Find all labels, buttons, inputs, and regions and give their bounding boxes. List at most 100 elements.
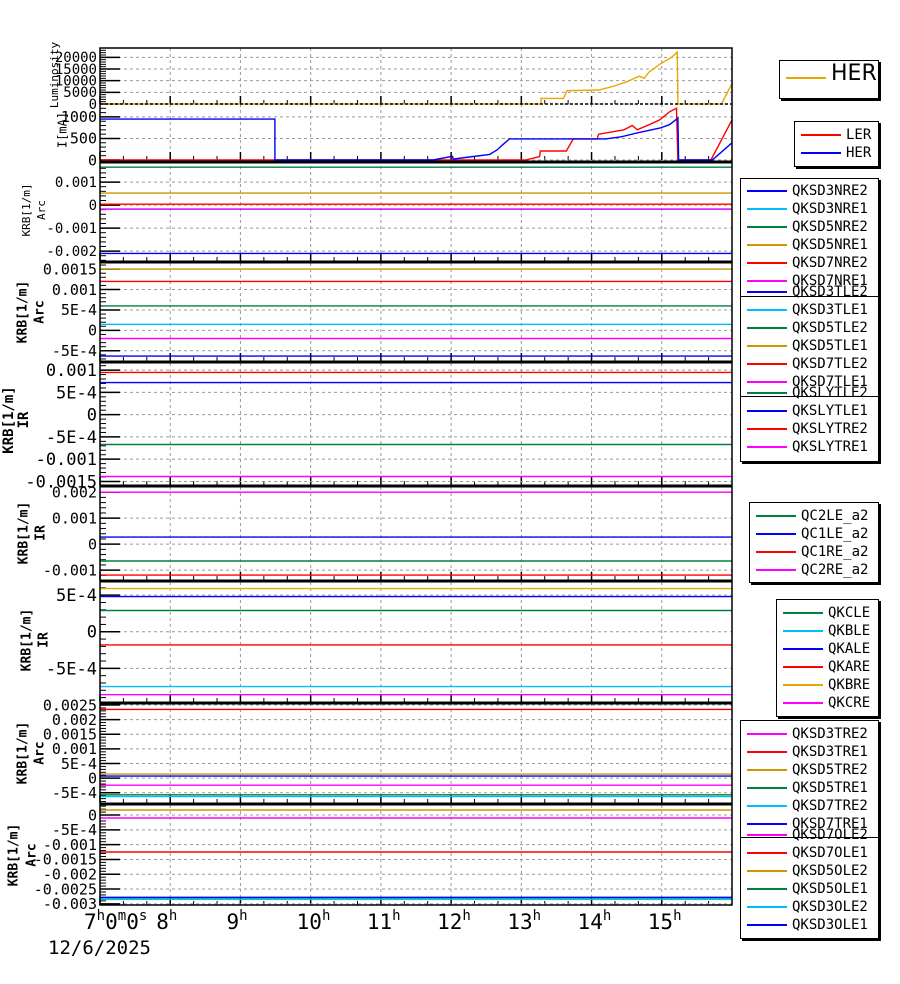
y-tick-label: 0 — [88, 151, 97, 169]
legend-label: QKSLYTRE2 — [792, 421, 868, 437]
legend-panel-8: QKSD3TRE2 QKSD3TRE1 QKSD5TRE2 QKSD5TRE1 QKSD… — [740, 720, 879, 838]
legend-label: QKALE — [828, 641, 871, 657]
legend-label: QKSD5NRE1 — [792, 237, 868, 253]
y-axis-label: I[mA] — [56, 112, 70, 148]
legend-panel-3: QKSD3NRE2 QKSD3NRE1 QKSD5NRE2 QKSD5NRE1 QKSD… — [740, 178, 879, 297]
legend-label: QKCRE — [828, 695, 871, 711]
y-tick-label: 15000 — [55, 62, 97, 78]
y-tick-label: -0.002 — [43, 865, 97, 883]
legend-swatch — [747, 327, 787, 329]
legend-label: QKSD5TRE2 — [792, 762, 868, 778]
x-tick-label: 7h0m0s — [84, 908, 148, 934]
y-tick-label: 0.001 — [52, 740, 97, 758]
x-tick-label: 14h — [577, 908, 612, 934]
y-tick-label: 5E-4 — [56, 383, 97, 403]
y-tick-label: 0.0025 — [43, 696, 97, 714]
y-tick-label: 0.001 — [52, 509, 97, 527]
y-axis-label: Arc — [32, 300, 47, 323]
y-tick-label: -5E-4 — [46, 428, 97, 448]
y-tick-label: -0.003 — [43, 895, 97, 913]
legend-swatch — [747, 733, 787, 735]
legend-label: QKSD7OLE1 — [792, 845, 868, 861]
legend-label: QKSD5TRE1 — [792, 780, 868, 796]
y-tick-label: 0 — [87, 623, 97, 643]
legend-label: QKSD7TLE2 — [792, 356, 868, 372]
x-tick-label: 15h — [647, 908, 682, 934]
y-tick-label: 500 — [70, 130, 97, 148]
x-tick-label: 12h — [437, 908, 471, 934]
y-tick-label: 0 — [88, 322, 97, 340]
legend-swatch — [747, 751, 787, 753]
y-tick-label: 10000 — [55, 74, 97, 90]
legend-label: QKSD3TLE1 — [792, 302, 868, 318]
x-tick-label: 13h — [507, 908, 542, 934]
legend-swatch — [756, 551, 796, 553]
legend-label: QKSLYTRE1 — [792, 439, 868, 455]
legend-swatch — [747, 345, 787, 347]
legend-label: QKSD7TRE1 — [792, 816, 868, 832]
legend-swatch — [747, 226, 787, 228]
y-axis-label: IR — [33, 525, 48, 541]
legend-label: QKSD7OLE2 — [792, 827, 868, 843]
legend-swatch — [747, 823, 787, 825]
y-axis-label: KRB[1/m] — [15, 722, 30, 785]
legend-swatch — [747, 428, 787, 430]
y-tick-label: 0.0015 — [43, 260, 97, 278]
legend-label: QKSD7TRE2 — [792, 798, 868, 814]
legend-panel-6: QC2LE_a2 QC1LE_a2 QC1RE_a2 QC2RE_a2 — [749, 502, 879, 583]
legend-panel-9: QKSD7OLE2 QKSD7OLE1 QKSD5OLE2 QKSD5OLE1 QKSD… — [740, 827, 879, 939]
x-tick-label: 8h — [156, 908, 178, 934]
x-tick-label: 10h — [296, 908, 331, 934]
y-tick-label: 20000 — [55, 50, 97, 66]
y-tick-label: -0.0015 — [25, 472, 97, 492]
legend-swatch — [783, 630, 823, 632]
series-line-her — [100, 116, 732, 161]
legend-swatch — [747, 244, 787, 246]
legend-label: QKBLE — [828, 623, 871, 639]
legend-panel-4: QKSD3TLE2 QKSD3TLE1 QKSD5TLE2 QKSD5TLE1 QKSD… — [740, 284, 879, 397]
legend-label: QKARE — [828, 659, 871, 675]
y-tick-label: -5E-4 — [46, 659, 97, 679]
y-tick-label: 1000 — [61, 108, 97, 126]
legend-swatch — [747, 291, 787, 293]
legend-swatch — [756, 569, 796, 571]
y-tick-label: 0.001 — [52, 281, 97, 299]
legend-panel-1: HER — [779, 60, 879, 99]
legend-swatch — [747, 410, 787, 412]
legend-swatch — [747, 381, 787, 383]
legend-label: HER — [846, 145, 872, 161]
legend-label: QKCLE — [828, 605, 871, 621]
legend-swatch — [756, 515, 796, 517]
y-tick-label: 5E-4 — [61, 755, 97, 773]
legend-label: LER — [846, 127, 872, 143]
legend-swatch — [747, 363, 787, 365]
legend-label: QKSD3NRE1 — [792, 201, 868, 217]
legend-label: QKSD5OLE1 — [792, 881, 868, 897]
legend-swatch — [783, 684, 823, 686]
panel-7: -5E-4 0 5E-4 KRB[1/m] IR — [19, 582, 732, 702]
legend-label: QKSD5OLE2 — [792, 863, 868, 879]
legend-swatch — [747, 870, 787, 872]
series-line-her — [100, 50, 732, 105]
legend-label: QKSD7NRE2 — [792, 255, 868, 271]
legend-panel-7: QKCLE QKBLE QKALE QKARE QKBRE QKCRE — [776, 599, 879, 717]
panel-4: -5E-4 0 5E-4 0.001 0.0015 KRB[1/m] Arc — [15, 260, 732, 361]
y-axis-label: KRB[1/m] — [19, 609, 34, 672]
series-line-ler — [100, 107, 732, 161]
panel-5: -0.0015-0.001-5E-40 5E-40.001 KRB[1/m] IR — [1, 361, 732, 492]
y-axis-label: Luminosity — [48, 42, 61, 109]
panel-3: -0.002 -0.001 0 0.001 KRB[1/m] Arc — [20, 166, 732, 261]
y-axis-label: KRB[1/m] — [20, 184, 33, 237]
legend-label: QKSD3TRE2 — [792, 726, 868, 742]
legend-swatch — [747, 906, 787, 908]
x-axis-date: 12/6/2025 — [48, 937, 151, 959]
legend-swatch — [783, 648, 823, 650]
legend-swatch — [747, 805, 787, 807]
panel-6: -0.001 0 0.001 0.002 KRB[1/m] IR — [16, 483, 732, 580]
legend-swatch — [747, 769, 787, 771]
legend-label: QC2RE_a2 — [801, 562, 869, 578]
